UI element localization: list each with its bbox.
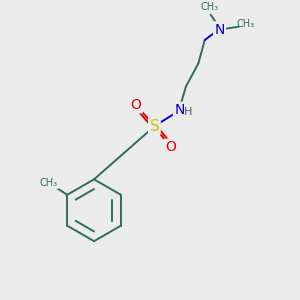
Text: N: N — [214, 23, 225, 37]
Text: O: O — [131, 98, 142, 112]
Text: S: S — [149, 119, 159, 134]
Text: CH₃: CH₃ — [237, 20, 255, 29]
Text: O: O — [165, 140, 176, 154]
Text: CH₃: CH₃ — [200, 2, 218, 12]
Text: CH₃: CH₃ — [40, 178, 58, 188]
Text: H: H — [184, 106, 192, 117]
Text: N: N — [174, 103, 184, 117]
